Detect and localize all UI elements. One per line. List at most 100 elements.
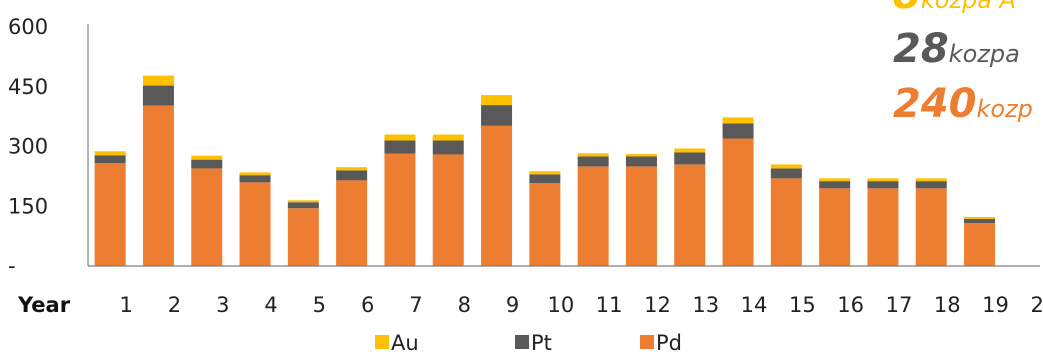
x-tick-label: 19 <box>982 293 1009 317</box>
annotation-text: 240kozp <box>893 81 1033 127</box>
bar-au-11 <box>577 153 609 157</box>
bar-pd-3 <box>191 168 223 266</box>
bar-au-10 <box>529 171 561 175</box>
legend: Au Pt Pd <box>375 331 682 354</box>
bar-au-1 <box>94 151 126 156</box>
bar-au-8 <box>432 134 464 141</box>
x-tick-label: 9 <box>506 293 519 317</box>
bar-pt-7 <box>384 140 416 154</box>
x-tick-label: 17 <box>886 293 913 317</box>
x-tick-label: 6 <box>361 293 374 317</box>
bar-pt-13 <box>674 152 706 165</box>
x-tick-label: 10 <box>547 293 574 317</box>
bar-pd-5 <box>287 208 319 266</box>
bar-au-4 <box>239 172 271 176</box>
bar-pt-3 <box>191 159 223 169</box>
x-axis-title: Year <box>17 293 71 317</box>
annotation-unit: kozpa A <box>921 0 1016 14</box>
bar-pd-9 <box>481 125 513 266</box>
bar-au-5 <box>287 200 319 203</box>
bar-pt-1 <box>94 155 126 164</box>
bar-au-18 <box>915 178 947 182</box>
bar-pd-11 <box>577 166 609 266</box>
legend-label-au: Au <box>391 331 419 354</box>
x-tick-label: 16 <box>837 293 864 317</box>
bar-pt-11 <box>577 156 609 167</box>
bar-au-2 <box>142 75 174 86</box>
x-tick-label: 12 <box>644 293 671 317</box>
bar-au-19 <box>964 217 996 219</box>
y-tick-label: - <box>8 254 16 278</box>
x-tick-label: 13 <box>692 293 719 317</box>
annotation-number: 240 <box>893 81 977 127</box>
y-tick-label: 150 <box>8 194 48 218</box>
y-tick-label: 300 <box>8 135 48 159</box>
bar-au-7 <box>384 134 416 141</box>
bar-pt-15 <box>770 168 802 179</box>
bar-pd-1 <box>94 163 126 266</box>
bar-au-17 <box>867 178 899 182</box>
bar-pt-19 <box>964 218 996 223</box>
legend-swatch-pt <box>515 335 529 349</box>
bar-pt-18 <box>915 181 947 189</box>
x-tick-label: 1 <box>119 293 132 317</box>
annotation-number: 8 <box>893 0 921 18</box>
bar-pt-4 <box>239 175 271 183</box>
bar-pd-14 <box>722 138 754 266</box>
bar-pt-10 <box>529 174 561 184</box>
x-tick-label: 3 <box>216 293 229 317</box>
legend-label-pd: Pd <box>656 331 682 354</box>
x-tick-label: 18 <box>934 293 961 317</box>
bar-pt-14 <box>722 123 754 139</box>
bar-pt-8 <box>432 140 464 155</box>
x-tick-label: 7 <box>409 293 422 317</box>
bar-pt-9 <box>481 105 513 126</box>
bar-pd-4 <box>239 182 271 266</box>
bar-au-9 <box>481 95 513 106</box>
bar-pd-7 <box>384 153 416 266</box>
legend-swatch-pd <box>640 335 654 349</box>
x-tick-label: 11 <box>596 293 623 317</box>
x-tick-label: 15 <box>789 293 816 317</box>
bar-pd-12 <box>625 166 657 266</box>
annotations: 8kozpa A 28kozpa 240kozp <box>893 0 1033 127</box>
bar-au-13 <box>674 148 706 153</box>
bar-pd-13 <box>674 164 706 266</box>
y-tick-label: 450 <box>8 75 48 99</box>
bar-pd-16 <box>819 188 851 266</box>
x-tick-label: 8 <box>458 293 471 317</box>
bar-pt-16 <box>819 181 851 189</box>
y-axis: - 150 300 450 600 <box>8 15 89 278</box>
x-tick-label: 14 <box>741 293 768 317</box>
bar-au-6 <box>336 167 368 171</box>
bar-pd-19 <box>964 222 996 266</box>
bar-pt-2 <box>142 85 174 106</box>
bar-au-12 <box>625 154 657 157</box>
bar-au-3 <box>191 155 223 160</box>
bar-au-16 <box>819 178 851 182</box>
x-tick-label: 2 <box>168 293 181 317</box>
annotation-text: 8kozpa A <box>893 0 1016 18</box>
annotation-unit: kozp <box>977 95 1033 123</box>
bar-pt-6 <box>336 170 368 181</box>
bar-pd-15 <box>770 178 802 266</box>
bar-pd-10 <box>529 183 561 266</box>
legend-swatch-au <box>375 335 389 349</box>
bar-pt-17 <box>867 181 899 189</box>
bars-group <box>94 75 996 266</box>
x-tick-label: 20 <box>1030 293 1043 317</box>
x-tick-label: 5 <box>313 293 326 317</box>
bar-pd-8 <box>432 154 464 266</box>
bar-au-14 <box>722 117 754 124</box>
bar-au-15 <box>770 164 802 169</box>
x-axis: Year1234567891011121314151617181920 <box>17 265 1043 317</box>
bar-pd-6 <box>336 180 368 266</box>
legend-label-pt: Pt <box>531 331 552 354</box>
bar-pd-18 <box>915 188 947 266</box>
bar-pt-5 <box>287 202 319 209</box>
x-tick-label: 4 <box>264 293 277 317</box>
annotation-number: 28 <box>893 26 949 72</box>
y-tick-label: 600 <box>8 15 48 39</box>
bar-pd-2 <box>142 105 174 266</box>
